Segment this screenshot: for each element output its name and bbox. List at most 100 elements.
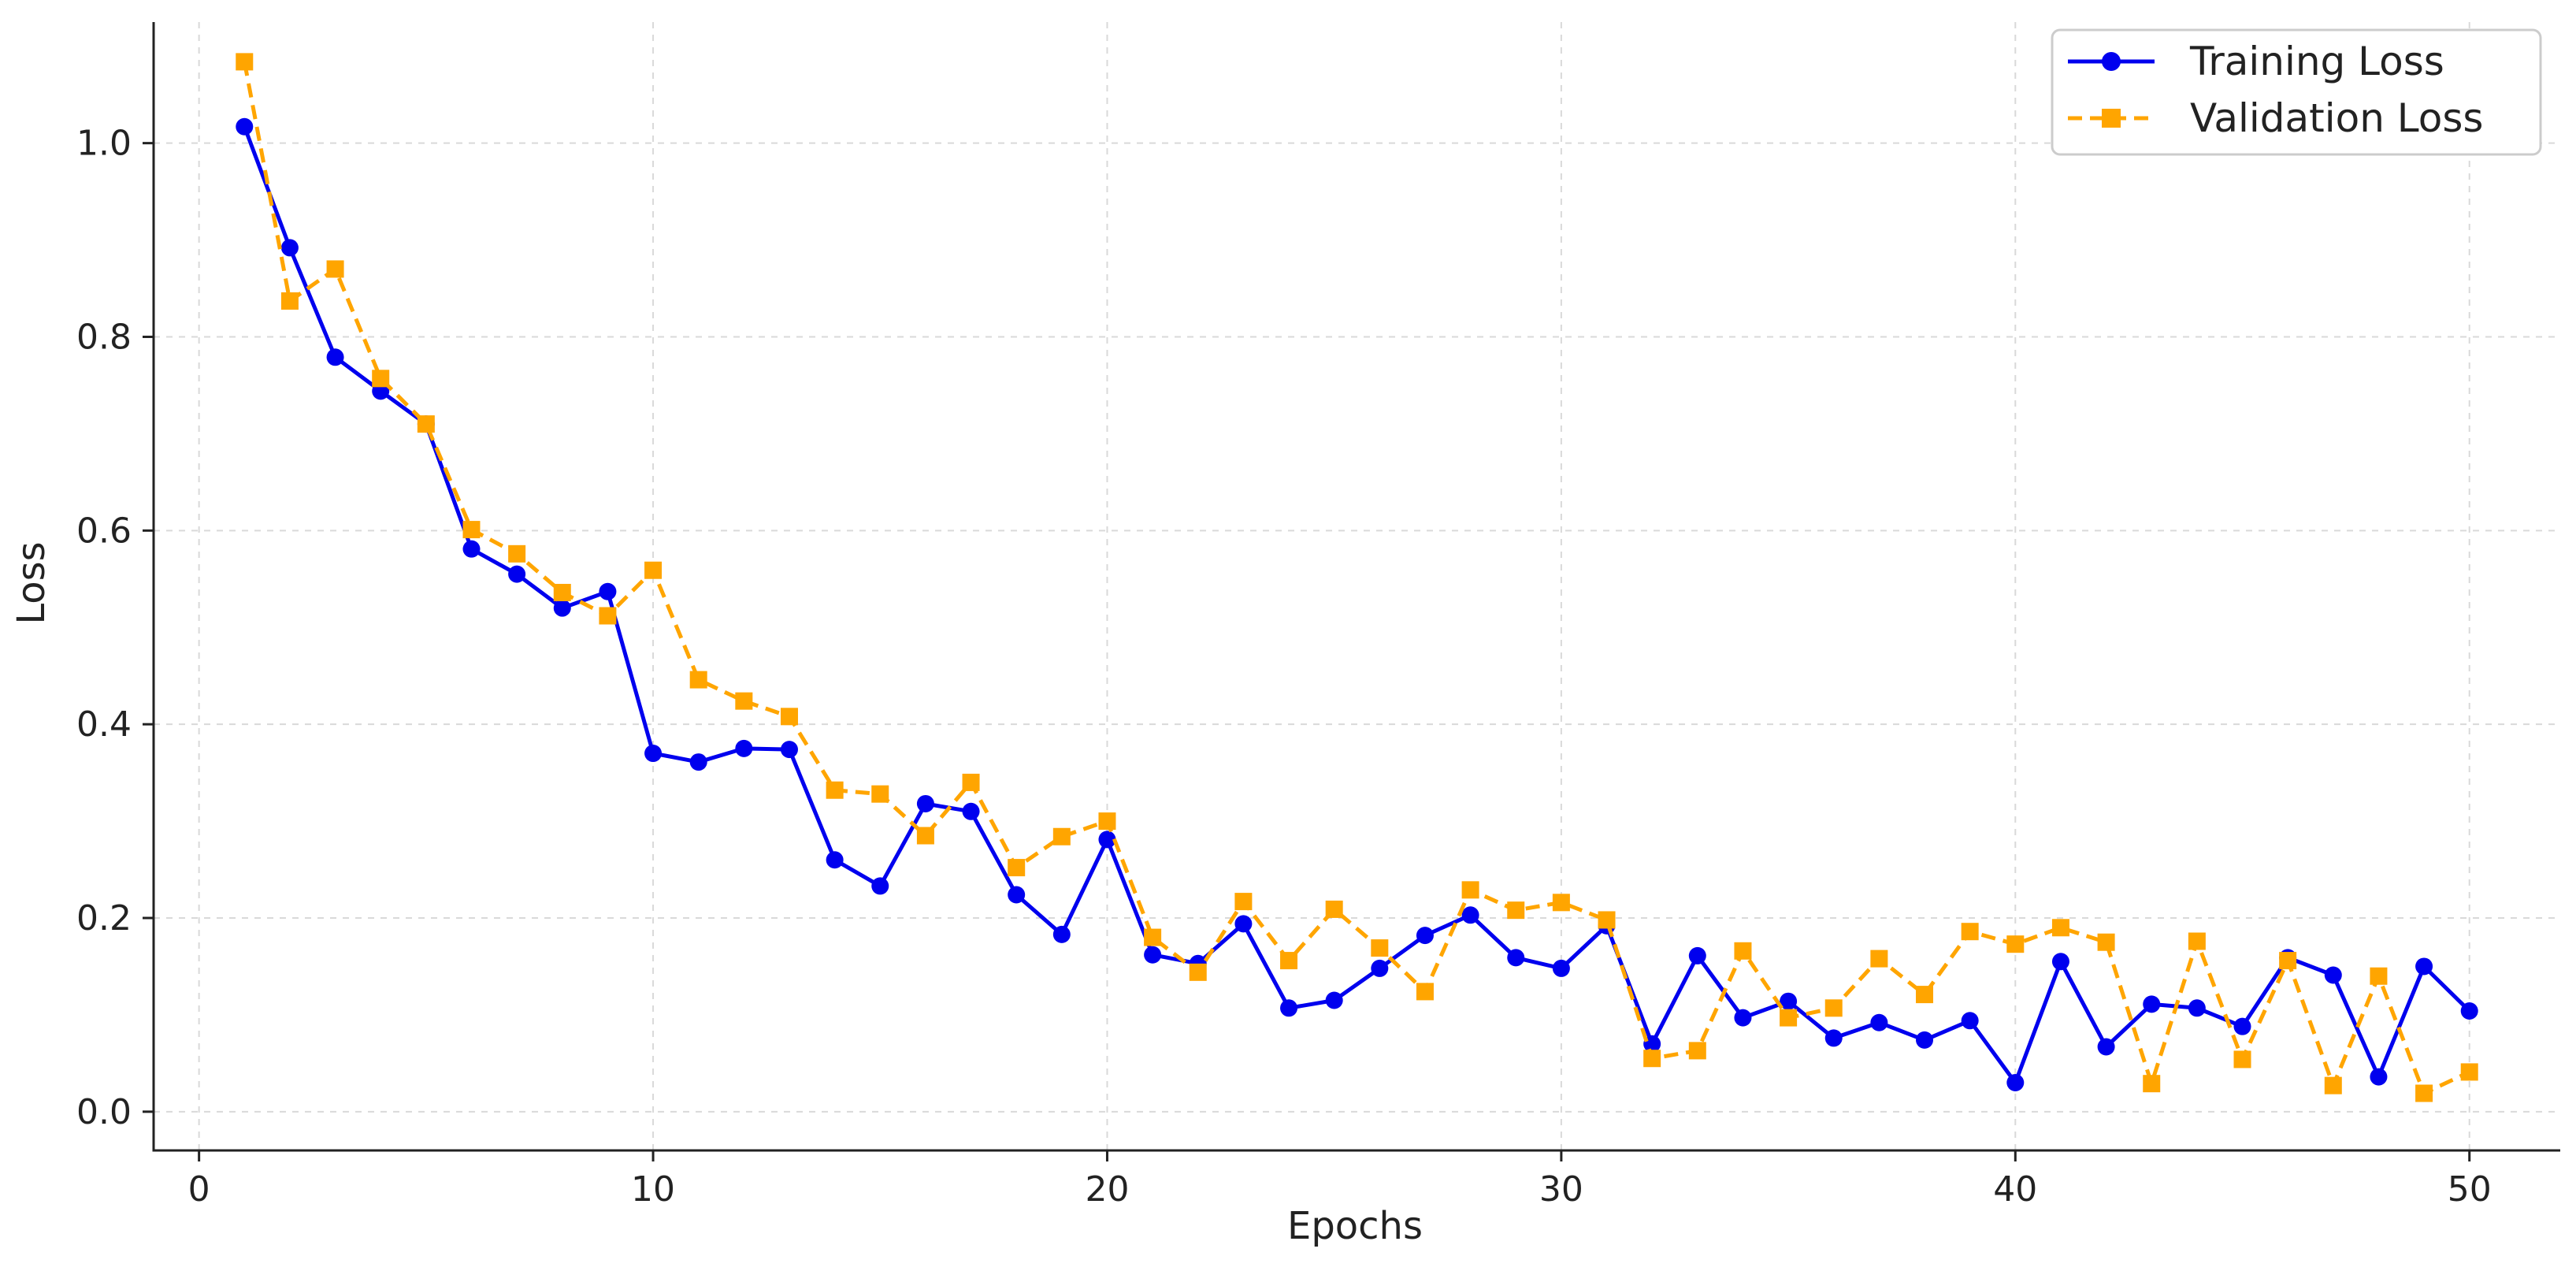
data-point — [2324, 966, 2342, 984]
data-point — [508, 544, 526, 563]
y-tick-label: 1.0 — [76, 124, 132, 164]
data-point — [1824, 999, 1843, 1017]
data-point — [2097, 933, 2115, 951]
data-point — [689, 671, 707, 689]
x-tick-label: 0 — [188, 1169, 210, 1210]
data-point — [1371, 939, 1389, 957]
data-point — [2233, 1017, 2251, 1035]
x-axis-label: Epochs — [1287, 1204, 1423, 1248]
data-point — [871, 877, 889, 895]
y-tick-label: 0.0 — [76, 1092, 132, 1132]
data-point — [599, 582, 617, 600]
y-tick-label: 0.4 — [76, 704, 132, 745]
data-point — [1688, 1042, 1706, 1060]
data-point — [1780, 1009, 1798, 1027]
data-point — [644, 561, 663, 579]
data-point — [1870, 1013, 1888, 1031]
series-0 — [236, 117, 2478, 1091]
data-point — [916, 827, 934, 845]
legend-validation-marker — [2102, 109, 2121, 128]
data-point — [962, 802, 980, 820]
data-point — [780, 741, 798, 759]
data-point — [1144, 928, 1162, 946]
data-point — [553, 583, 571, 601]
data-point — [1234, 893, 1253, 911]
axes — [152, 22, 2560, 1152]
data-point — [462, 540, 481, 558]
data-point — [2006, 1073, 2025, 1091]
y-tick-label: 0.8 — [76, 317, 132, 357]
x-tick-label: 50 — [2448, 1169, 2492, 1210]
data-point — [372, 370, 390, 388]
data-point — [689, 753, 707, 771]
data-point — [417, 415, 435, 433]
data-point — [1643, 1050, 1661, 1068]
data-point — [2051, 953, 2069, 971]
data-point — [2460, 1002, 2478, 1020]
data-point — [871, 785, 889, 803]
data-point — [1961, 1012, 1979, 1030]
data-point — [462, 521, 481, 539]
data-point — [1371, 959, 1389, 977]
data-point — [1552, 959, 1570, 977]
data-point — [280, 239, 299, 257]
data-point — [1008, 886, 1026, 904]
data-point — [962, 773, 980, 791]
data-point — [826, 851, 844, 869]
data-point — [916, 794, 934, 812]
data-point — [2188, 932, 2206, 950]
data-point — [2143, 995, 2161, 1013]
data-point — [2370, 1068, 2388, 1086]
data-point — [644, 745, 663, 763]
data-point — [2051, 919, 2069, 937]
data-point — [2233, 1050, 2251, 1068]
series-layer — [236, 53, 2478, 1102]
data-point — [780, 708, 798, 726]
data-point — [1234, 915, 1253, 933]
data-point — [2188, 999, 2206, 1017]
data-point — [1416, 983, 1434, 1001]
data-point — [1144, 946, 1162, 964]
data-point — [326, 260, 344, 278]
data-point — [236, 53, 254, 71]
data-point — [1916, 986, 1934, 1004]
data-point — [1325, 900, 1343, 918]
grid — [154, 22, 2560, 1150]
y-tick-label: 0.2 — [76, 898, 132, 938]
data-point — [1325, 991, 1343, 1009]
data-point — [2324, 1076, 2342, 1094]
legend-box — [2051, 28, 2542, 156]
data-point — [1507, 901, 1525, 920]
data-point — [236, 117, 254, 136]
data-point — [599, 607, 617, 625]
data-point — [1189, 963, 1207, 981]
legend-training-label: Training Loss — [2189, 39, 2444, 84]
data-point — [1688, 946, 1706, 964]
data-point — [1098, 812, 1116, 831]
data-point — [2279, 952, 2297, 970]
series-line — [242, 61, 2470, 1095]
x-tick-label: 20 — [1085, 1169, 1129, 1210]
data-point — [1734, 942, 1752, 960]
data-point — [2415, 1084, 2433, 1102]
data-point — [553, 599, 571, 617]
data-point — [1461, 881, 1479, 899]
data-point — [1416, 927, 1434, 945]
data-point — [1280, 999, 1298, 1017]
x-tick-label: 10 — [631, 1169, 675, 1210]
x-tick-label: 40 — [1993, 1169, 2037, 1210]
ticks: 0 10 20 30 40 50 0.0 0.2 0.4 0.6 0.8 1.0 — [76, 124, 2492, 1210]
plot-frame-axes — [152, 22, 2560, 1152]
y-axis-label: Loss — [9, 541, 54, 624]
y-tick-label: 0.6 — [76, 511, 132, 551]
data-point — [1734, 1009, 1752, 1027]
data-point — [1780, 992, 1798, 1010]
data-point — [1870, 950, 1888, 968]
data-point — [1824, 1029, 1843, 1047]
data-point — [2143, 1075, 2161, 1093]
legend-training-marker — [2102, 52, 2121, 71]
data-point — [1052, 925, 1071, 943]
data-point — [1916, 1031, 1934, 1049]
data-point — [1280, 952, 1298, 970]
